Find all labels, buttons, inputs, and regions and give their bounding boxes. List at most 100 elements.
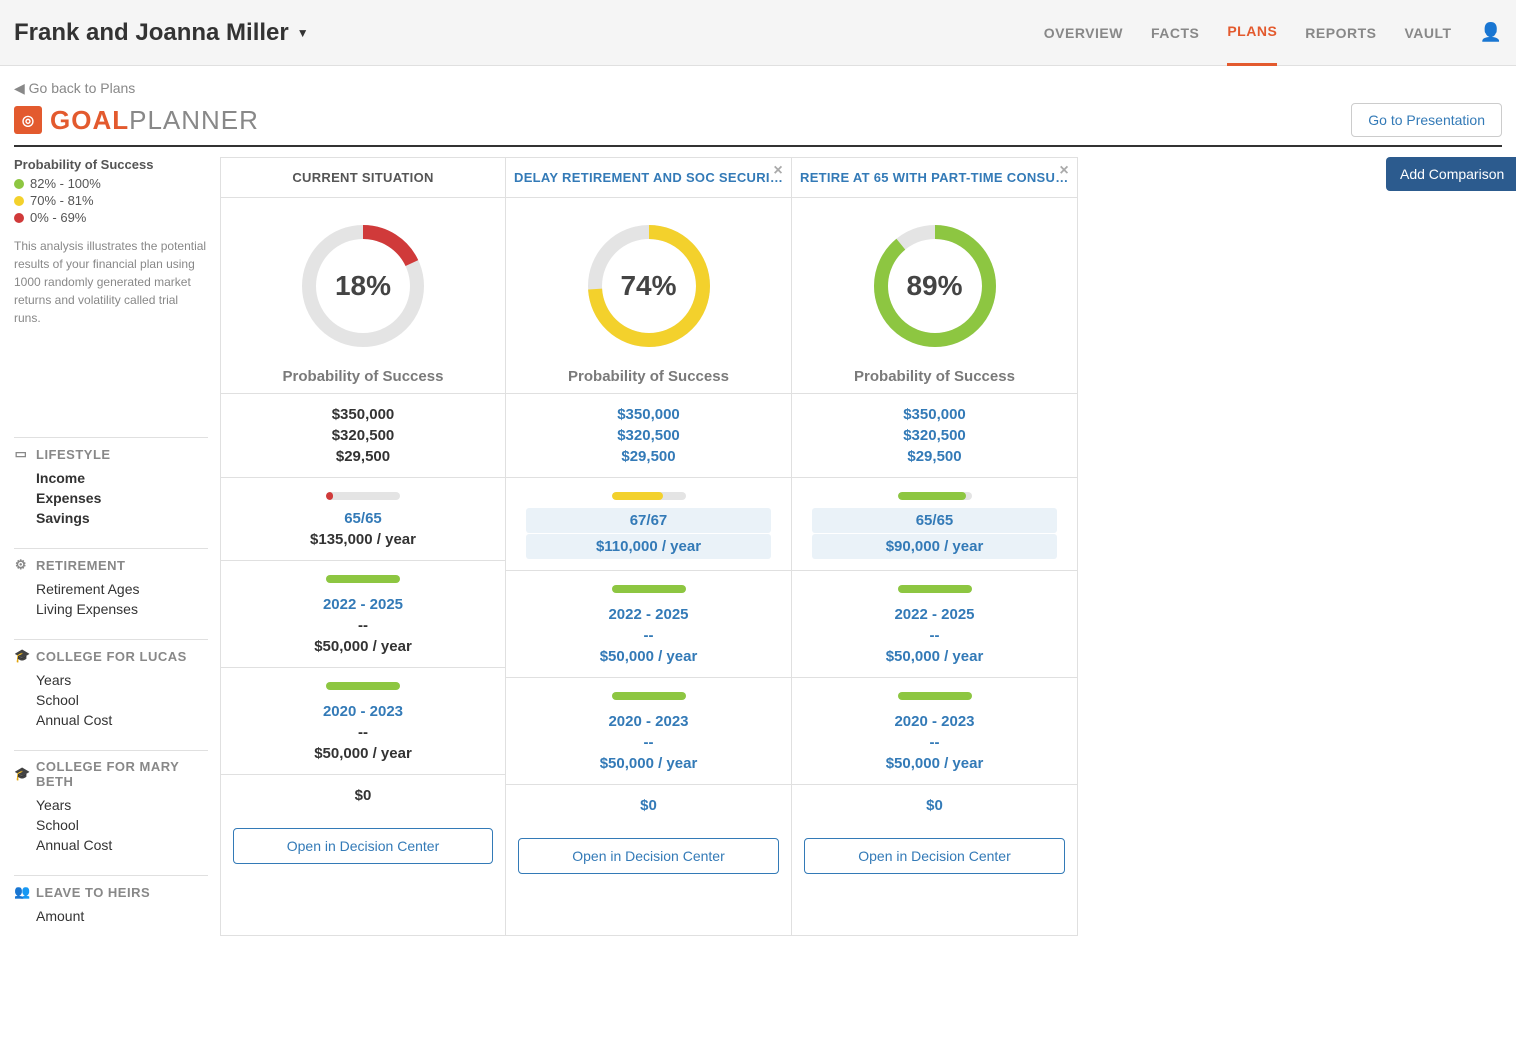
college-years[interactable]: 2022 - 2025: [804, 604, 1065, 625]
section-row: Savings: [14, 508, 208, 528]
logo-icon: ◎: [14, 106, 42, 134]
section: ⚙RETIREMENTRetirement AgesLiving Expense…: [14, 548, 208, 629]
add-comparison-button[interactable]: Add Comparison ▼: [1386, 157, 1516, 191]
college-school[interactable]: --: [804, 625, 1065, 646]
column-header[interactable]: × RETIRE AT 65 WITH PART-TIME CONSULTI..…: [792, 158, 1077, 198]
expenses-value[interactable]: $320,500: [804, 425, 1065, 446]
retirement-block: 65/65 $135,000 / year: [221, 477, 505, 560]
legend-row: 0% - 69%: [14, 210, 208, 225]
retirement-ages[interactable]: 65/65: [233, 508, 493, 529]
income-value[interactable]: $350,000: [804, 404, 1065, 425]
college-school[interactable]: --: [518, 732, 779, 753]
logo-thin: PLANNER: [129, 105, 259, 135]
nav-overview[interactable]: OVERVIEW: [1044, 1, 1123, 65]
college-cost[interactable]: $50,000 / year: [804, 753, 1065, 774]
savings-value[interactable]: $29,500: [518, 446, 779, 467]
savings-value[interactable]: $29,500: [804, 446, 1065, 467]
section-heading: ▭ LIFESTYLE: [14, 446, 208, 462]
retirement-progress: [326, 492, 400, 500]
back-link[interactable]: ◀ Go back to Plans: [14, 80, 135, 97]
heirs-amount: $0: [233, 785, 493, 806]
heirs-amount[interactable]: $0: [518, 795, 779, 816]
college-school[interactable]: --: [804, 732, 1065, 753]
section-row: Income: [14, 468, 208, 488]
section: ▭LIFESTYLEIncomeExpensesSavings: [14, 437, 208, 538]
topbar: Frank and Joanna Miller ▼ OVERVIEW FACTS P…: [0, 0, 1516, 66]
income-value[interactable]: $350,000: [518, 404, 779, 425]
close-icon[interactable]: ×: [1059, 162, 1069, 180]
lifestyle-block: $350,000 $320,500 $29,500: [506, 393, 791, 477]
college-years[interactable]: 2020 - 2023: [804, 711, 1065, 732]
college-school[interactable]: --: [518, 625, 779, 646]
section-row: Years: [14, 795, 208, 815]
retirement-ages[interactable]: 67/67: [526, 510, 771, 531]
section-title: LEAVE TO HEIRS: [36, 885, 150, 900]
logo: ◎ GOALPLANNER: [14, 105, 259, 136]
client-selector[interactable]: Frank and Joanna Miller ▼: [14, 19, 309, 47]
college-school: --: [233, 615, 493, 636]
savings-value: $29,500: [233, 446, 493, 467]
section-icon: ⚙: [14, 557, 28, 573]
nav-facts[interactable]: FACTS: [1151, 1, 1199, 65]
open-decision-center-button[interactable]: Open in Decision Center: [233, 828, 493, 864]
user-icon[interactable]: 👤: [1480, 22, 1502, 43]
legend-label: 82% - 100%: [30, 176, 101, 191]
living-expenses[interactable]: $110,000 / year: [526, 536, 771, 557]
comparison-column: CURRENT SITUATION 18% Probability of Suc…: [220, 157, 506, 936]
pos-caption: Probability of Success: [283, 368, 444, 385]
success-donut: 74% Probability of Success: [506, 198, 791, 393]
presentation-button[interactable]: Go to Presentation: [1351, 103, 1502, 137]
column-header[interactable]: × DELAY RETIREMENT AND SOC SECURITY ▼: [506, 158, 791, 198]
legend-dot-icon: [14, 213, 24, 223]
retirement-block: 65/65 $90,000 / year: [792, 477, 1077, 570]
college-years[interactable]: 2020 - 2023: [233, 701, 493, 722]
college-pill: [612, 585, 686, 593]
college-lucas-block: 2022 - 2025 -- $50,000 / year: [221, 560, 505, 667]
lifestyle-block: $350,000 $320,500 $29,500: [792, 393, 1077, 477]
add-comparison-label: Add Comparison: [1400, 166, 1504, 182]
living-expenses: $135,000 / year: [233, 529, 493, 550]
college-lucas-block: 2022 - 2025 -- $50,000 / year: [506, 570, 791, 677]
section-icon: 🎓: [14, 766, 28, 782]
section-icon: ▭: [14, 446, 28, 462]
college-years[interactable]: 2020 - 2023: [518, 711, 779, 732]
college-lucas-block: 2022 - 2025 -- $50,000 / year: [792, 570, 1077, 677]
legend-label: 70% - 81%: [30, 193, 94, 208]
caret-down-icon: ▼: [297, 26, 309, 40]
heirs-amount[interactable]: $0: [804, 795, 1065, 816]
success-pct: 74%: [585, 222, 713, 350]
living-expenses[interactable]: $90,000 / year: [812, 536, 1057, 557]
section-heading: 👥LEAVE TO HEIRS: [14, 884, 208, 900]
college-years[interactable]: 2022 - 2025: [233, 594, 493, 615]
retirement-progress: [898, 492, 972, 500]
college-years[interactable]: 2022 - 2025: [518, 604, 779, 625]
expenses-value: $320,500: [233, 425, 493, 446]
nav-plans[interactable]: PLANS: [1227, 0, 1277, 66]
college-cost[interactable]: $50,000 / year: [518, 646, 779, 667]
college-cost[interactable]: $50,000 / year: [518, 753, 779, 774]
column-footer: Open in Decision Center: [792, 826, 1077, 886]
success-donut: 18% Probability of Success: [221, 198, 505, 393]
nav-reports[interactable]: REPORTS: [1305, 1, 1376, 65]
success-donut: 89% Probability of Success: [792, 198, 1077, 393]
lifestyle-block: $350,000 $320,500 $29,500: [221, 393, 505, 477]
college-cost[interactable]: $50,000 / year: [804, 646, 1065, 667]
back-arrow-icon: ◀: [14, 80, 29, 96]
heirs-block: $0: [506, 784, 791, 826]
section-title: LIFESTYLE: [36, 447, 111, 462]
column-title: CURRENT SITUATION: [292, 170, 433, 185]
section-row: Annual Cost: [14, 710, 208, 730]
retirement-ages[interactable]: 65/65: [812, 510, 1057, 531]
college-pill: [898, 585, 972, 593]
legend-row: 82% - 100%: [14, 176, 208, 191]
college-pill: [326, 575, 400, 583]
section-title: RETIREMENT: [36, 558, 126, 573]
section-row: Retirement Ages: [14, 579, 208, 599]
open-decision-center-button[interactable]: Open in Decision Center: [804, 838, 1065, 874]
comparison-column: × RETIRE AT 65 WITH PART-TIME CONSULTI..…: [792, 157, 1078, 936]
close-icon[interactable]: ×: [773, 162, 783, 180]
section-heading: 🎓COLLEGE FOR LUCAS: [14, 648, 208, 664]
expenses-value[interactable]: $320,500: [518, 425, 779, 446]
open-decision-center-button[interactable]: Open in Decision Center: [518, 838, 779, 874]
nav-vault[interactable]: VAULT: [1404, 1, 1451, 65]
